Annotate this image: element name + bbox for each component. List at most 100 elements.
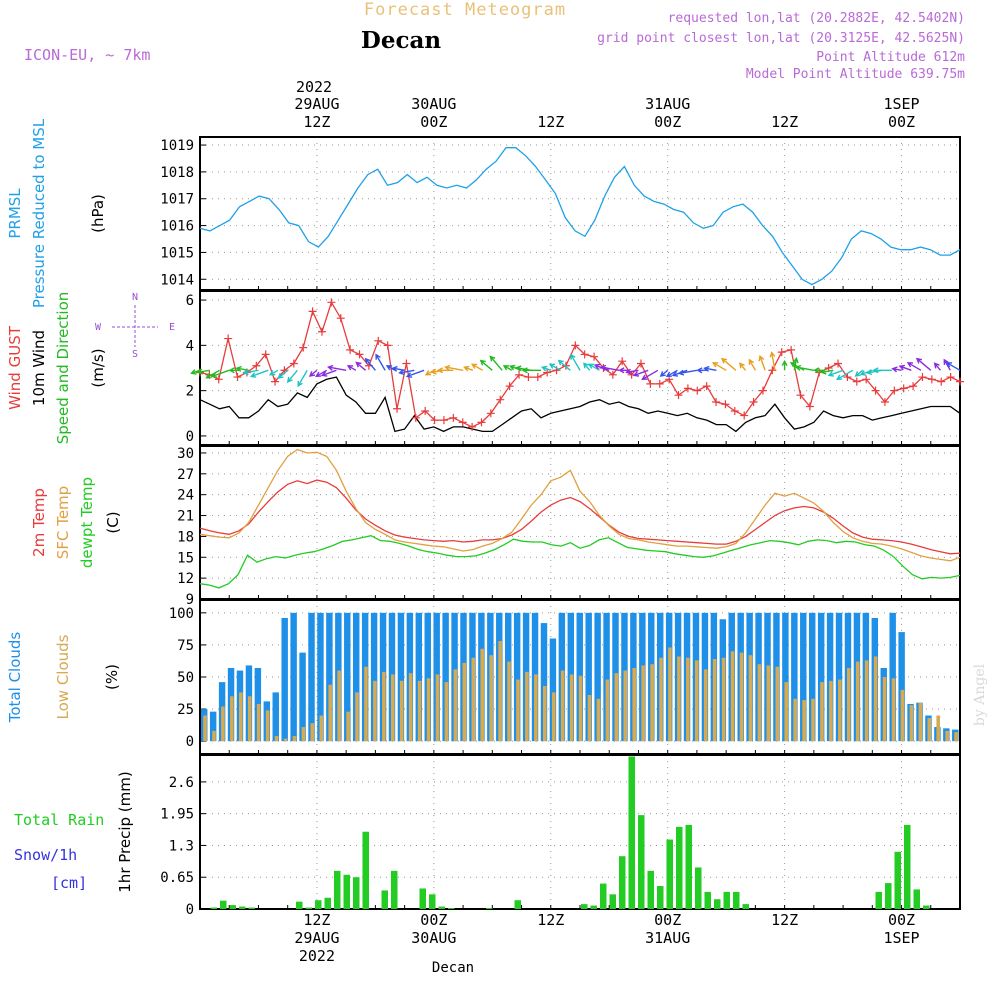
y-tick-label: 1017 — [160, 192, 194, 208]
wind-direction-arrow — [906, 362, 922, 371]
low-clouds-bar — [721, 657, 726, 742]
total-clouds-bar — [353, 612, 360, 742]
rain-bar — [704, 891, 711, 909]
y-tick-label: 18 — [177, 529, 194, 545]
gust-marker — [421, 407, 430, 416]
gust-marker — [543, 368, 552, 377]
gust-marker — [730, 407, 739, 416]
total-clouds-bar — [513, 612, 521, 742]
rain-bar — [343, 874, 350, 909]
rain-bar — [723, 891, 730, 909]
rain-bar — [875, 891, 882, 909]
gust-marker — [486, 409, 495, 418]
total-clouds-bar — [299, 652, 306, 742]
gust-marker — [402, 359, 411, 368]
station-name: Decan — [361, 27, 441, 54]
rain-bar — [923, 905, 930, 909]
low-clouds-bar — [346, 711, 350, 742]
rain-bar — [448, 908, 455, 909]
wind-direction-arrow — [436, 367, 454, 374]
y-tick-label: 30 — [177, 446, 194, 462]
low-clouds-bar — [927, 718, 932, 742]
low-clouds-bar — [873, 656, 878, 742]
gust-marker — [383, 341, 392, 350]
gust-marker — [336, 314, 345, 323]
wind-direction-arrow — [570, 353, 581, 371]
footer-station: Decan — [432, 960, 474, 976]
wind-direction-arrow — [502, 365, 513, 371]
gust-marker — [524, 373, 533, 382]
legend-snow: Snow/1h — [14, 846, 77, 864]
low-clouds-bar — [954, 732, 958, 742]
wind-direction-arrow — [242, 369, 259, 376]
low-clouds-bar — [239, 692, 243, 742]
wind-direction-arrow — [587, 363, 600, 371]
wind-direction-arrow — [943, 358, 951, 371]
y-tick-label: 25 — [177, 702, 194, 718]
wind-direction-arrow — [470, 363, 483, 371]
gridpoint-coords: grid point closest lon,lat (20.3125E, 42… — [597, 31, 965, 46]
gust-marker — [852, 377, 861, 386]
gust-marker — [899, 384, 908, 393]
gust-marker — [796, 391, 805, 400]
rain-bar — [733, 891, 740, 909]
rain-bar — [305, 907, 312, 909]
wind-direction-arrow — [891, 366, 902, 373]
low-clouds-bar — [712, 659, 717, 742]
wind-direction-arrow — [489, 355, 503, 371]
compass-n: N — [132, 292, 138, 303]
low-clouds-bar — [426, 678, 431, 742]
axis-label: 10m Wind — [30, 330, 48, 406]
low-clouds-bar — [945, 730, 949, 742]
gust-marker — [317, 327, 326, 336]
header: Forecast Meteogram Decan ICON-EU, ~ 7km … — [24, 0, 965, 82]
axis-label: SFC Temp — [54, 486, 72, 559]
low-clouds-bar — [882, 677, 887, 742]
low-clouds-bar — [605, 679, 610, 742]
legend-total-rain: Total Rain — [14, 811, 104, 829]
rain-bar — [362, 831, 369, 909]
low-clouds-bar — [730, 651, 735, 742]
gust-marker — [271, 377, 280, 386]
bottom-tick-hour: 00Z — [654, 911, 681, 929]
wind-direction-arrow — [677, 369, 698, 376]
low-clouds-bar — [569, 674, 574, 742]
wind-direction-arrow — [364, 357, 376, 371]
rain-bar — [647, 870, 654, 909]
low-clouds-bar — [391, 674, 395, 742]
wind-direction-arrow — [813, 367, 824, 374]
wind-direction-arrow — [308, 369, 318, 377]
wind-direction-arrow — [618, 367, 629, 374]
y-tick-label: 1015 — [160, 245, 194, 261]
y-tick-label: 6 — [186, 293, 194, 309]
total-clouds-bar — [800, 612, 807, 742]
gust-marker — [956, 377, 964, 386]
gust-marker — [927, 375, 936, 384]
axis-label: 1hr Precip (mm) — [116, 771, 134, 892]
total-clouds-bar — [898, 632, 905, 742]
wind-direction-arrow — [599, 364, 620, 371]
y-tick-label: 27 — [177, 467, 194, 483]
rain-bar — [695, 867, 702, 909]
low-clouds-bar — [355, 692, 359, 742]
gust-marker — [468, 422, 477, 431]
low-clouds-bar — [703, 669, 708, 742]
total-clouds-bar — [826, 612, 834, 742]
gust-marker — [327, 298, 336, 307]
low-clouds-bar — [784, 682, 788, 742]
wind-direction-arrow — [228, 367, 239, 374]
top-tick-hour: 00Z — [888, 113, 915, 131]
bottom-tick-hour: 12Z — [771, 911, 798, 929]
low-clouds-bar — [551, 692, 556, 742]
low-clouds-bar — [247, 696, 252, 742]
gust-marker — [937, 377, 946, 386]
total-clouds-bar — [549, 638, 557, 742]
low-clouds-bar — [408, 673, 413, 742]
top-tick-date: 1SEP — [883, 95, 919, 113]
low-clouds-bar — [525, 671, 529, 742]
gust-marker — [777, 348, 786, 357]
wind-direction-arrow — [827, 369, 844, 377]
axis-label: (m/s) — [89, 348, 107, 387]
rain-bar — [628, 756, 635, 909]
